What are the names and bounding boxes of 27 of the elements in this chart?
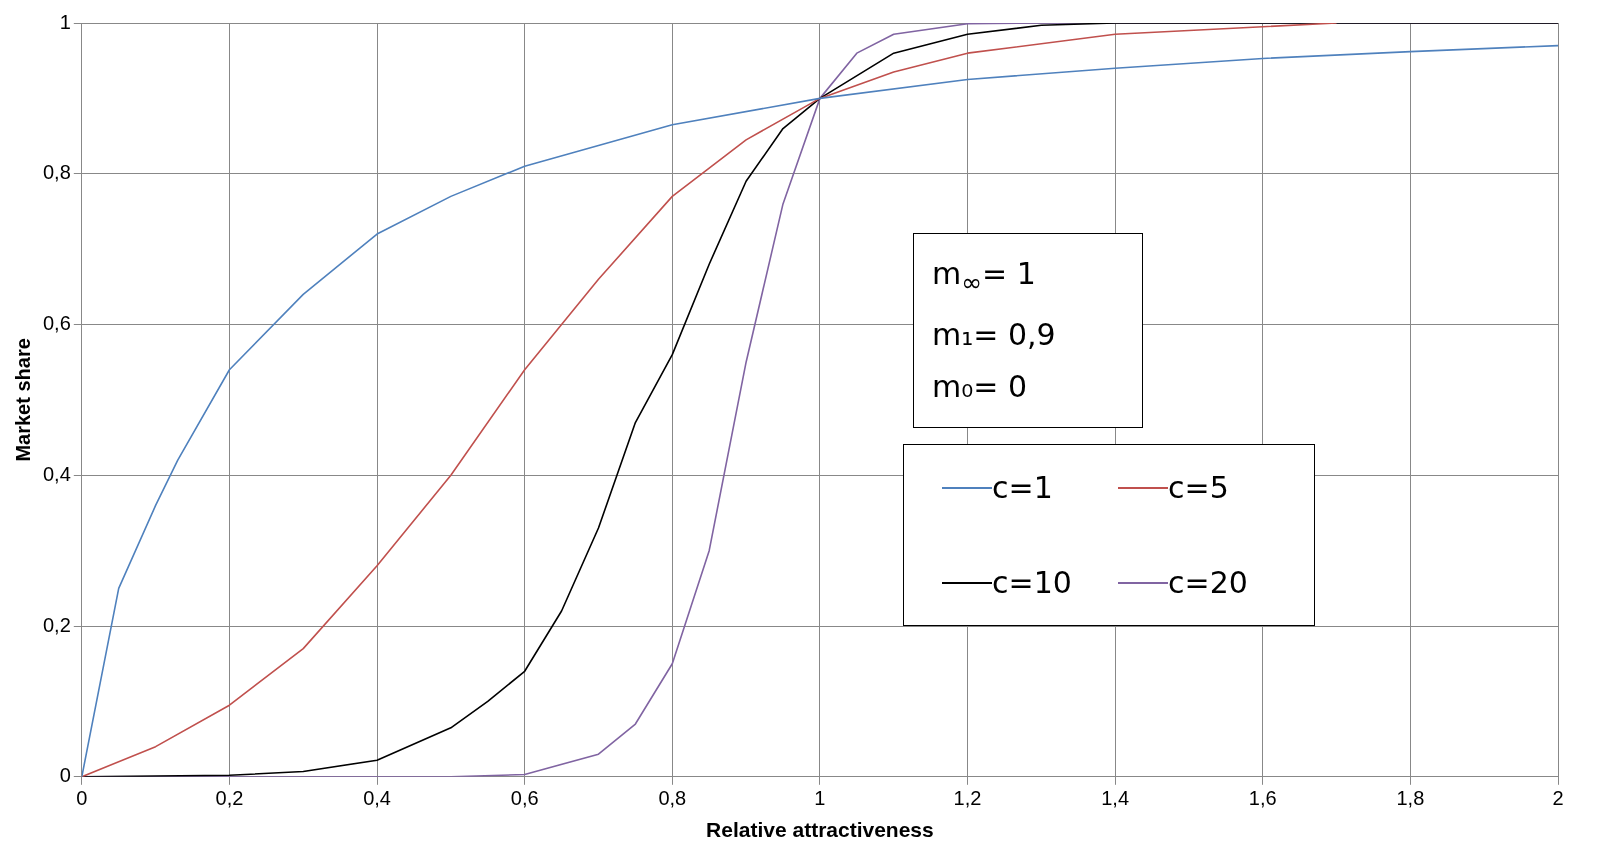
- x-tick-label: 0,2: [215, 787, 244, 810]
- note-box: m$_{∞}$= 1 m₁= 0,9 m₀= 0: [913, 233, 1143, 428]
- legend-label: c=20: [1168, 565, 1248, 600]
- x-tick-label: 1,4: [1101, 787, 1130, 810]
- legend-label: c=10: [992, 565, 1072, 600]
- legend-label: c=1: [992, 470, 1053, 505]
- y-tick-label: 0: [59, 764, 71, 787]
- annotation: m₁= 0,9: [932, 316, 1057, 354]
- x-tick-label: 1,8: [1396, 787, 1425, 810]
- legend-label: c=5: [1168, 470, 1229, 505]
- y-tick-label: 0,4: [42, 462, 71, 485]
- x-tick-label: 0,4: [363, 787, 391, 810]
- x-tick-label: 0,8: [658, 787, 687, 810]
- y-tick-label: 0,2: [42, 613, 71, 636]
- y-tick-label: 1: [59, 10, 71, 33]
- x-axis-title: Relative attractiveness: [706, 818, 934, 842]
- x-tick-label: 0,6: [510, 787, 539, 810]
- x-tick-label: 1: [814, 787, 826, 810]
- x-tick-label: 2: [1552, 787, 1564, 810]
- y-tick-label: 0,8: [42, 161, 71, 184]
- x-tick-label: 0: [76, 787, 88, 810]
- y-axis-title: Market share: [11, 338, 34, 462]
- x-tick-label: 1,2: [953, 787, 982, 810]
- x-tick-label: 1,6: [1248, 787, 1277, 810]
- annotation: m$_{∞}$= 1: [932, 255, 1037, 299]
- annotation: m₀= 0: [932, 368, 1028, 406]
- y-tick-label: 0,6: [42, 312, 71, 335]
